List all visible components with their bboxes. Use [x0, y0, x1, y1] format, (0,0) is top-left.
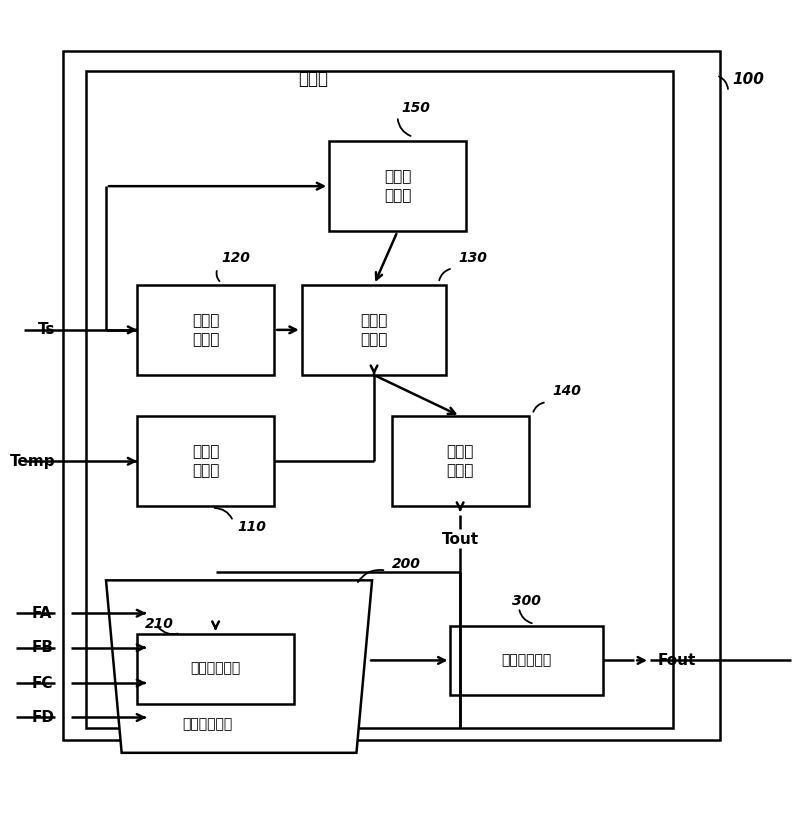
Text: 帧频选择单元: 帧频选择单元: [182, 717, 233, 731]
Text: Fout: Fout: [658, 653, 696, 668]
Text: 140: 140: [552, 385, 581, 399]
Text: Tout: Tout: [442, 531, 478, 547]
Text: FB: FB: [32, 640, 54, 655]
Text: 100: 100: [732, 72, 764, 87]
Text: Ts: Ts: [38, 322, 55, 337]
Text: FC: FC: [32, 676, 53, 691]
Text: 状态判
断模块: 状态判 断模块: [360, 313, 388, 347]
Text: 帧频输出单元: 帧频输出单元: [502, 653, 552, 667]
Text: 210: 210: [145, 617, 174, 631]
Text: 150: 150: [402, 101, 430, 115]
Bar: [138, 634, 294, 704]
Text: 200: 200: [392, 557, 421, 571]
Bar: [63, 50, 720, 741]
Text: 第一存储模块: 第一存储模块: [190, 662, 241, 676]
Text: 状态机: 状态机: [298, 70, 329, 88]
Text: 状态输
出模块: 状态输 出模块: [446, 444, 474, 478]
Text: FA: FA: [32, 606, 52, 620]
Bar: [450, 625, 603, 695]
Text: 状态记
录模块: 状态记 录模块: [192, 313, 219, 347]
Text: 温度检
测模块: 温度检 测模块: [192, 444, 219, 478]
Bar: [86, 71, 674, 728]
Bar: [138, 416, 274, 507]
Bar: [392, 416, 529, 507]
Text: 第一存
储模块: 第一存 储模块: [384, 170, 411, 203]
Text: 300: 300: [512, 594, 541, 608]
Text: 120: 120: [222, 250, 250, 265]
Text: 110: 110: [237, 520, 266, 534]
Text: Temp: Temp: [10, 454, 55, 469]
Text: 130: 130: [458, 250, 487, 265]
Polygon shape: [106, 580, 372, 753]
Bar: [138, 285, 274, 375]
Bar: [329, 141, 466, 232]
Text: FD: FD: [32, 710, 54, 725]
Bar: [302, 285, 446, 375]
